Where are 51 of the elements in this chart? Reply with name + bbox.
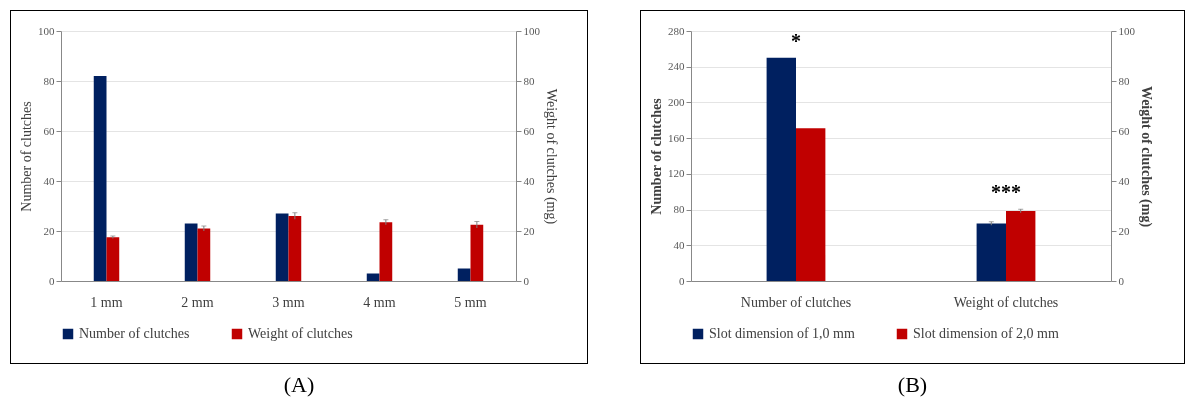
bar	[379, 222, 393, 281]
annotation: *	[791, 29, 801, 52]
y-tick-label: 20	[43, 224, 55, 237]
y-tick-label: 40	[43, 174, 55, 187]
x-tick-label: Number of clutches	[740, 294, 852, 310]
y-tick-label: 80	[43, 74, 55, 87]
y2-tick-label: 60	[523, 124, 535, 137]
x-tick-label: 2 mm	[181, 294, 214, 310]
y2-tick-label: 0	[1118, 274, 1125, 287]
bar	[366, 273, 380, 281]
bar	[470, 224, 484, 281]
y2-tick-label: 40	[1118, 174, 1130, 187]
y-tick-label: 0	[49, 274, 55, 287]
x-tick-label: 1 mm	[90, 294, 123, 310]
legend-label: Slot dimension of 1,0 mm	[709, 326, 855, 341]
y2-tick-label: 20	[523, 224, 535, 237]
text: (A)	[282, 372, 316, 398]
y-axis-title: Number of clutches	[19, 101, 34, 212]
x-tick-label: 4 mm	[363, 294, 396, 310]
y2-tick-label: 80	[1118, 74, 1130, 87]
x-tick-label: Weight of clutches	[953, 294, 1059, 310]
bar	[93, 76, 107, 281]
y-tick-label: 40	[673, 238, 685, 251]
y-tick-label: 100	[38, 24, 55, 37]
y-tick-label: 80	[673, 203, 685, 216]
y2-tick-label: 60	[1118, 124, 1130, 137]
y-tick-label: 0	[679, 274, 685, 287]
y-tick-label: 160	[668, 131, 685, 144]
x-tick-label: 3 mm	[272, 294, 305, 310]
y2-tick-label: 80	[523, 74, 535, 87]
bar	[106, 237, 120, 281]
legend-label: Weight of clutches	[248, 326, 353, 341]
y2-tick-label: 40	[523, 174, 535, 187]
legend-label: Number of clutches	[79, 326, 190, 341]
y2-tick-label: 100	[1118, 24, 1136, 37]
y2-tick-label: 0	[523, 274, 530, 287]
y2-tick-label: 20	[1118, 224, 1130, 237]
y-tick-label: 60	[43, 124, 55, 137]
y2-axis-title: Weight of clutches (mg)	[543, 88, 559, 225]
annotation: ***	[991, 181, 1021, 204]
y-tick-label: 280	[668, 24, 685, 37]
y-tick-label: 200	[668, 95, 685, 108]
y-tick-label: 240	[668, 60, 685, 73]
y-tick-label: 120	[668, 167, 685, 180]
x-tick-label: 5 mm	[454, 294, 487, 310]
legend-label: Slot dimension of 2,0 mm	[913, 326, 1059, 341]
text: (B)	[896, 372, 929, 398]
bar	[457, 268, 471, 281]
y2-tick-label: 100	[523, 24, 541, 37]
y2-axis-title: Weight of clutches (mg)	[1138, 85, 1154, 228]
y-axis-title: Number of clutches	[649, 97, 664, 215]
